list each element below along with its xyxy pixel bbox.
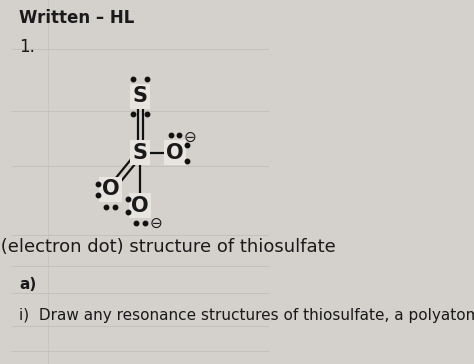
Text: Lewis (electron dot) structure of thiosulfate: Lewis (electron dot) structure of thiosu…: [0, 238, 336, 256]
Text: O: O: [166, 143, 183, 163]
Text: ⊖: ⊖: [183, 130, 196, 145]
Text: a): a): [19, 277, 36, 292]
Text: S: S: [133, 87, 147, 106]
Text: ⊖: ⊖: [149, 216, 162, 232]
Text: 1.: 1.: [19, 38, 35, 56]
Text: S: S: [133, 143, 147, 163]
Text: Written – HL: Written – HL: [19, 9, 135, 27]
Text: O: O: [102, 179, 119, 199]
Text: i)  Draw any resonance structures of thiosulfate, a polyatomic ion, below:: i) Draw any resonance structures of thio…: [19, 308, 474, 323]
Text: O: O: [131, 196, 149, 215]
